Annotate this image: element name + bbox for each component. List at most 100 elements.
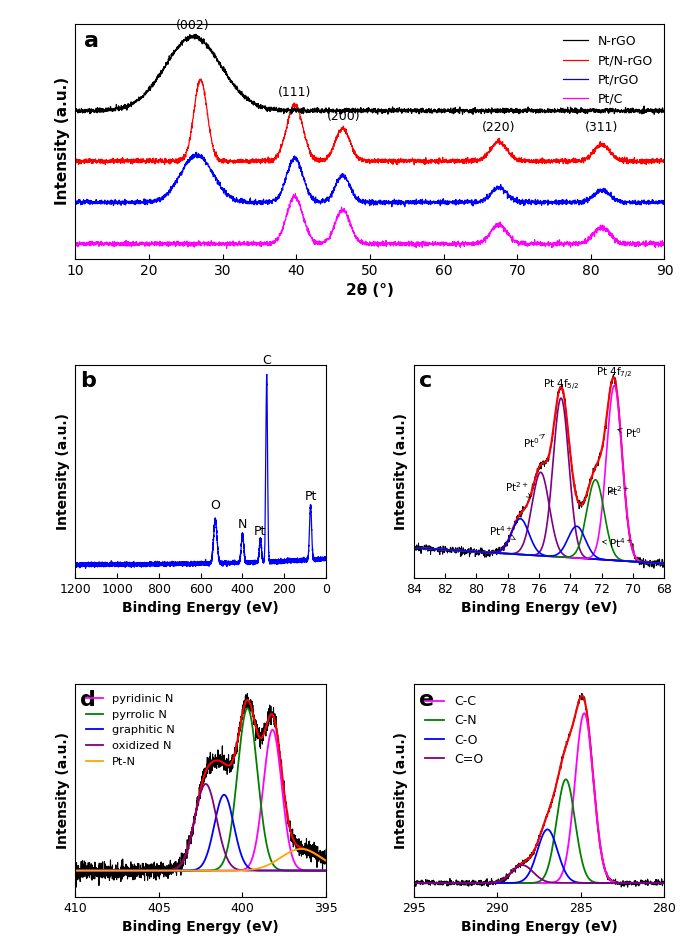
Pt/C <box>297 206 306 217</box>
N-rGO <box>323 105 331 116</box>
C=O <box>488 877 496 888</box>
Pt/C <box>586 231 594 243</box>
C-N <box>410 877 418 888</box>
C-C <box>660 877 669 888</box>
Y-axis label: Intensity (a.u.): Intensity (a.u.) <box>394 413 408 530</box>
Text: e: e <box>419 690 434 710</box>
Text: b: b <box>80 371 96 391</box>
Pt-N <box>210 865 219 876</box>
pyridinic N <box>303 865 311 876</box>
Pt/C <box>223 243 231 254</box>
C-N <box>660 877 669 888</box>
C-N <box>460 877 469 888</box>
pyridinic N <box>206 865 214 876</box>
Y-axis label: Intensity (a.u.): Intensity (a.u.) <box>55 77 70 206</box>
Text: Pt: Pt <box>304 490 316 502</box>
Pt-N <box>322 855 330 867</box>
Pt/rGO <box>649 197 658 209</box>
Line: C=O: C=O <box>414 865 664 883</box>
Text: (220): (220) <box>482 122 516 134</box>
C-N <box>562 774 570 785</box>
C-C <box>460 877 468 888</box>
pyridinic N <box>210 865 219 876</box>
Text: (311): (311) <box>585 122 619 134</box>
C=O <box>460 877 469 888</box>
oxidized N <box>216 827 224 838</box>
pyridinic N <box>269 724 277 735</box>
Pt/rGO <box>323 193 331 204</box>
N-rGO <box>173 43 182 55</box>
C-C <box>559 866 567 877</box>
Pt/N-rGO <box>660 157 669 168</box>
C-O <box>660 877 669 888</box>
pyridinic N <box>292 860 301 871</box>
X-axis label: Binding Energy (eV): Binding Energy (eV) <box>123 601 279 615</box>
Pt-N <box>303 844 311 855</box>
oxidized N <box>322 865 330 876</box>
C=O <box>660 877 669 888</box>
Text: Pt: Pt <box>254 526 266 538</box>
N-rGO <box>138 91 147 102</box>
C-C <box>580 708 588 719</box>
C=O <box>550 877 558 888</box>
Pt/N-rGO <box>173 155 182 166</box>
Text: Pt$^{4+}$: Pt$^{4+}$ <box>603 536 633 549</box>
pyridinic N <box>179 865 187 876</box>
Pt/C <box>649 237 658 248</box>
Text: N: N <box>238 517 247 531</box>
Line: oxidized N: oxidized N <box>75 784 326 870</box>
Pt/N-rGO <box>323 154 331 165</box>
Line: Pt/C: Pt/C <box>75 194 664 248</box>
Text: c: c <box>419 371 432 391</box>
Text: Pt$^0$: Pt$^0$ <box>618 427 641 441</box>
C=O <box>410 877 418 888</box>
C=O <box>635 877 643 888</box>
X-axis label: Binding Energy (eV): Binding Energy (eV) <box>461 601 617 615</box>
Pt/N-rGO <box>297 114 306 126</box>
pyrrolic N <box>206 865 214 876</box>
Text: (111): (111) <box>278 86 312 99</box>
Line: graphitic N: graphitic N <box>75 795 326 870</box>
C-O <box>460 877 469 888</box>
pyrrolic N <box>243 702 251 714</box>
Text: Pt$^{2+}$: Pt$^{2+}$ <box>606 484 630 498</box>
C-C <box>488 877 496 888</box>
Text: Pt 4f$_{7/2}$: Pt 4f$_{7/2}$ <box>596 365 633 380</box>
Pt/N-rGO <box>71 158 79 169</box>
C-O <box>550 834 558 846</box>
Pt-N <box>292 844 301 855</box>
C-O <box>410 877 418 888</box>
Pt/rGO <box>388 201 396 212</box>
Pt-N <box>297 843 305 854</box>
X-axis label: Binding Energy (eV): Binding Energy (eV) <box>123 920 279 935</box>
N-rGO <box>649 104 658 115</box>
C-O <box>635 877 643 888</box>
Pt-N <box>179 865 187 876</box>
Pt/C <box>323 233 332 244</box>
Y-axis label: Intensity (a.u.): Intensity (a.u.) <box>55 413 70 530</box>
Text: a: a <box>84 30 99 51</box>
pyridinic N <box>215 865 223 876</box>
Pt-N <box>71 865 79 876</box>
C=O <box>519 859 527 870</box>
Pt-N <box>215 865 223 876</box>
Line: C-C: C-C <box>414 714 664 883</box>
Line: N-rGO: N-rGO <box>75 34 664 114</box>
N-rGO <box>192 28 200 40</box>
pyridinic N <box>186 865 195 876</box>
Line: C-O: C-O <box>414 830 664 883</box>
N-rGO <box>297 108 306 119</box>
C-N <box>464 877 473 888</box>
pyrrolic N <box>215 862 223 873</box>
C-N <box>559 779 567 790</box>
Legend: C-C, C-N, C-O, C=O: C-C, C-N, C-O, C=O <box>420 690 488 770</box>
pyrrolic N <box>210 865 219 876</box>
Pt/rGO <box>138 196 147 208</box>
C-C <box>497 877 506 888</box>
Pt/rGO <box>297 164 306 176</box>
X-axis label: 2θ (°): 2θ (°) <box>346 283 394 298</box>
N-rGO <box>469 109 477 120</box>
Line: Pt/N-rGO: Pt/N-rGO <box>75 79 664 164</box>
graphitic N <box>215 797 223 808</box>
pyrrolic N <box>322 865 330 876</box>
